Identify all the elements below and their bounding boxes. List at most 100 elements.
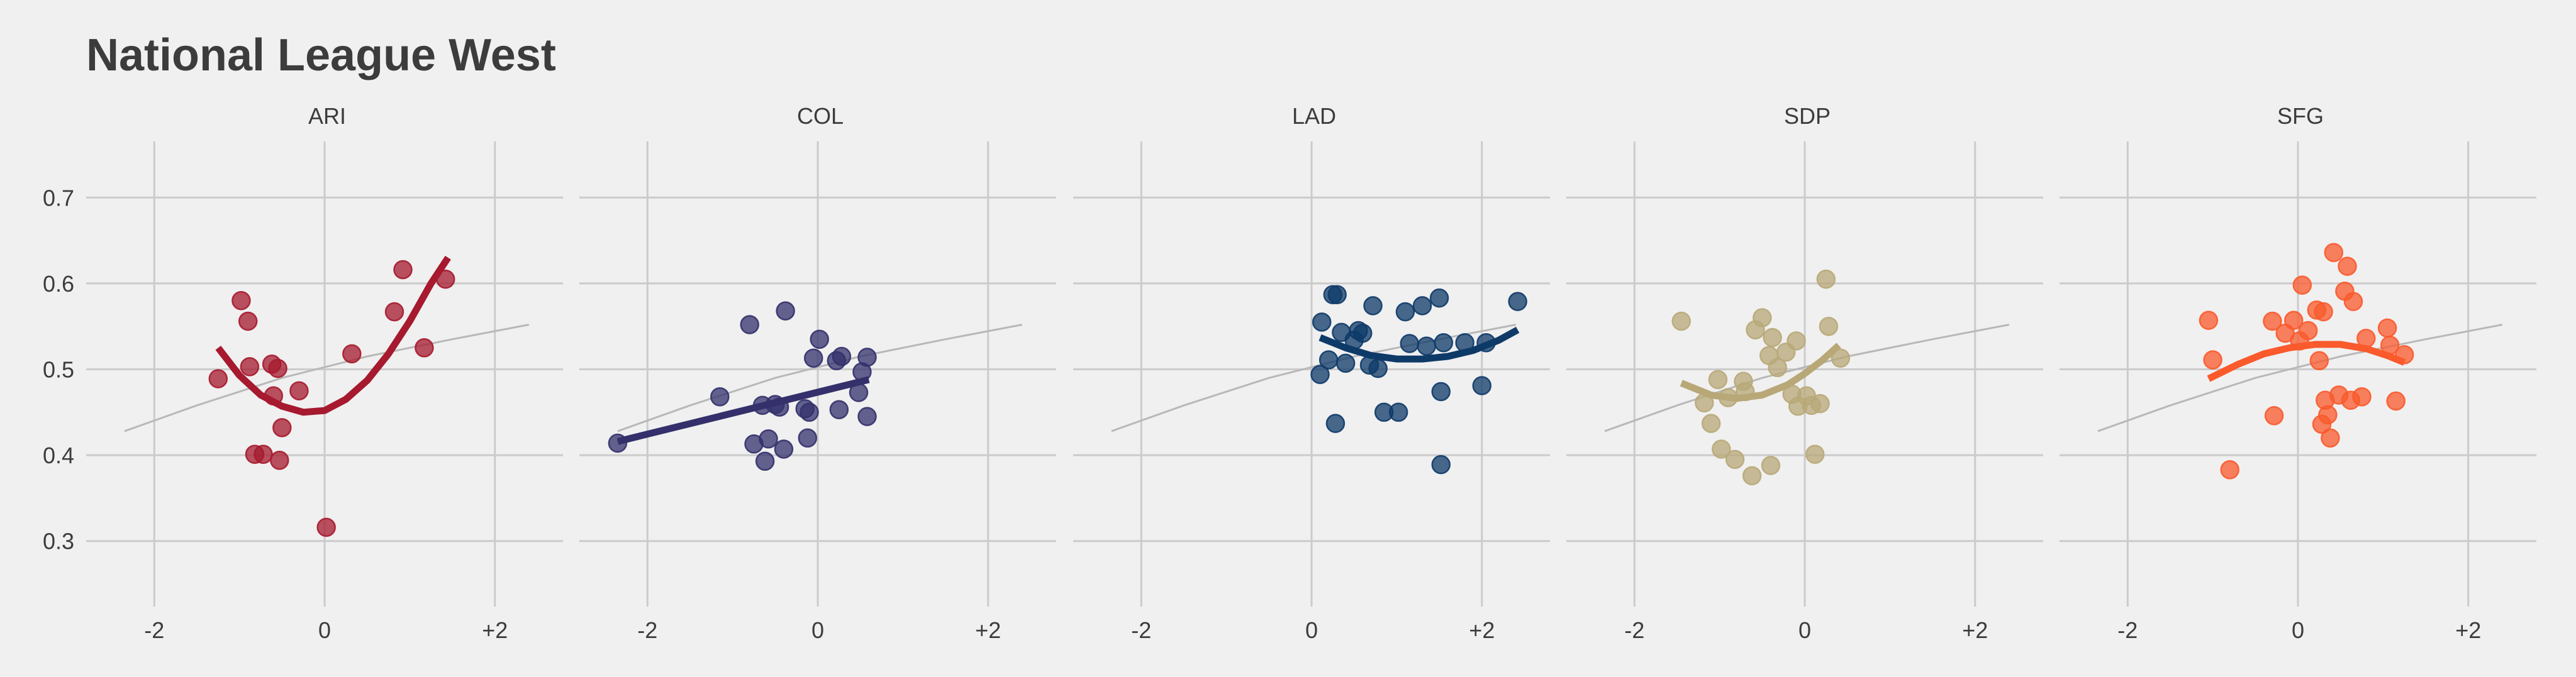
- data-point: [800, 402, 819, 422]
- data-point: [270, 451, 289, 470]
- chart-title: National League West: [86, 30, 556, 80]
- trend-line: [1680, 343, 1841, 402]
- y-tick-label: 0.6: [43, 271, 74, 297]
- facet-title: SDP: [1784, 103, 1831, 129]
- data-point: [1368, 358, 1388, 378]
- x-tick-label: 0: [2292, 617, 2304, 643]
- data-point: [415, 338, 434, 358]
- panel-ari: ARI -2 0 +2: [86, 103, 563, 643]
- data-point: [254, 444, 273, 464]
- x-tick-label: +2: [2455, 617, 2481, 643]
- data-point: [755, 451, 775, 471]
- facet-title: ARI: [308, 103, 346, 129]
- data-point: [238, 311, 258, 331]
- data-point: [2298, 321, 2318, 341]
- y-axis: 0.3 0.4 0.5 0.6 0.7: [43, 185, 74, 554]
- data-point: [1400, 334, 1419, 353]
- data-point: [2338, 256, 2357, 276]
- data-point: [231, 290, 251, 311]
- data-point: [289, 381, 309, 400]
- data-point: [2343, 292, 2363, 311]
- data-point: [1327, 285, 1347, 304]
- x-tick-label: +2: [1469, 617, 1495, 643]
- data-point: [1472, 376, 1492, 395]
- data-point: [1412, 296, 1432, 316]
- data-point: [2352, 387, 2372, 407]
- panel-sdp: SDP -2 0 +2: [1566, 103, 2043, 643]
- data-point: [1429, 288, 1449, 308]
- data-point: [803, 348, 823, 368]
- x-tick-label: 0: [318, 617, 331, 643]
- x-tick-label: -2: [1131, 617, 1151, 643]
- data-point: [1363, 296, 1383, 316]
- data-point: [1417, 336, 1436, 356]
- panel-col: COL -2 0 +2: [579, 103, 1056, 643]
- data-point: [776, 301, 795, 321]
- data-point: [759, 429, 778, 449]
- x-tick-label: -2: [144, 617, 164, 643]
- data-point: [2318, 405, 2338, 425]
- data-point: [1768, 358, 1787, 378]
- facet-title: SFG: [2277, 103, 2324, 129]
- data-point: [1742, 466, 1762, 486]
- x-tick-label: 0: [1305, 617, 1318, 643]
- y-tick-label: 0.3: [43, 529, 74, 554]
- data-point: [384, 302, 404, 322]
- data-point: [1831, 348, 1851, 368]
- data-point: [2283, 311, 2304, 330]
- data-point: [2292, 275, 2312, 295]
- data-point: [240, 357, 260, 377]
- data-point: [2199, 311, 2219, 330]
- data-point: [1395, 302, 1415, 322]
- data-point: [2377, 318, 2397, 338]
- data-point: [1805, 444, 1825, 464]
- data-point: [316, 517, 336, 537]
- data-point: [829, 400, 849, 419]
- data-point: [1325, 414, 1346, 433]
- data-point: [740, 315, 759, 334]
- data-point: [2264, 406, 2284, 426]
- data-point: [2314, 302, 2333, 322]
- trend-line: [1319, 326, 1520, 363]
- panel-lad: LAD -2 0 +2: [1073, 103, 1550, 643]
- x-tick-label: +2: [482, 617, 508, 643]
- facet-title: COL: [797, 103, 844, 129]
- data-point: [810, 329, 829, 349]
- trend-line: [616, 376, 870, 445]
- reference-curve: [2097, 324, 2503, 432]
- data-point: [342, 344, 362, 364]
- data-point: [857, 348, 877, 367]
- reference-curve: [1111, 324, 1517, 432]
- data-point: [1310, 365, 1330, 384]
- data-point: [2321, 428, 2340, 448]
- data-point: [1787, 331, 1806, 351]
- data-point: [798, 428, 818, 448]
- data-point: [1753, 308, 1772, 327]
- x-tick-label: -2: [2117, 617, 2138, 643]
- data-point: [2324, 243, 2344, 262]
- data-point: [208, 369, 228, 388]
- data-point: [2203, 350, 2222, 370]
- data-point: [1319, 350, 1339, 370]
- data-point: [2220, 460, 2239, 480]
- data-point: [1431, 454, 1451, 475]
- data-point: [1725, 449, 1745, 470]
- data-point: [1434, 333, 1454, 353]
- facet-title: LAD: [1292, 103, 1336, 129]
- data-point: [1712, 439, 1731, 459]
- x-tick-label: +2: [975, 617, 1001, 643]
- x-tick-label: 0: [811, 617, 824, 643]
- x-tick-label: -2: [637, 617, 657, 643]
- data-point: [1819, 316, 1839, 336]
- data-point: [1431, 382, 1451, 402]
- y-tick-label: 0.4: [43, 443, 74, 468]
- data-point: [1810, 394, 1830, 414]
- data-point: [832, 346, 852, 366]
- data-point: [1708, 370, 1728, 390]
- data-point: [1761, 456, 1781, 475]
- trend-line: [215, 255, 451, 416]
- reference-curve: [124, 324, 530, 432]
- data-point: [2386, 391, 2406, 411]
- data-point: [1701, 414, 1721, 433]
